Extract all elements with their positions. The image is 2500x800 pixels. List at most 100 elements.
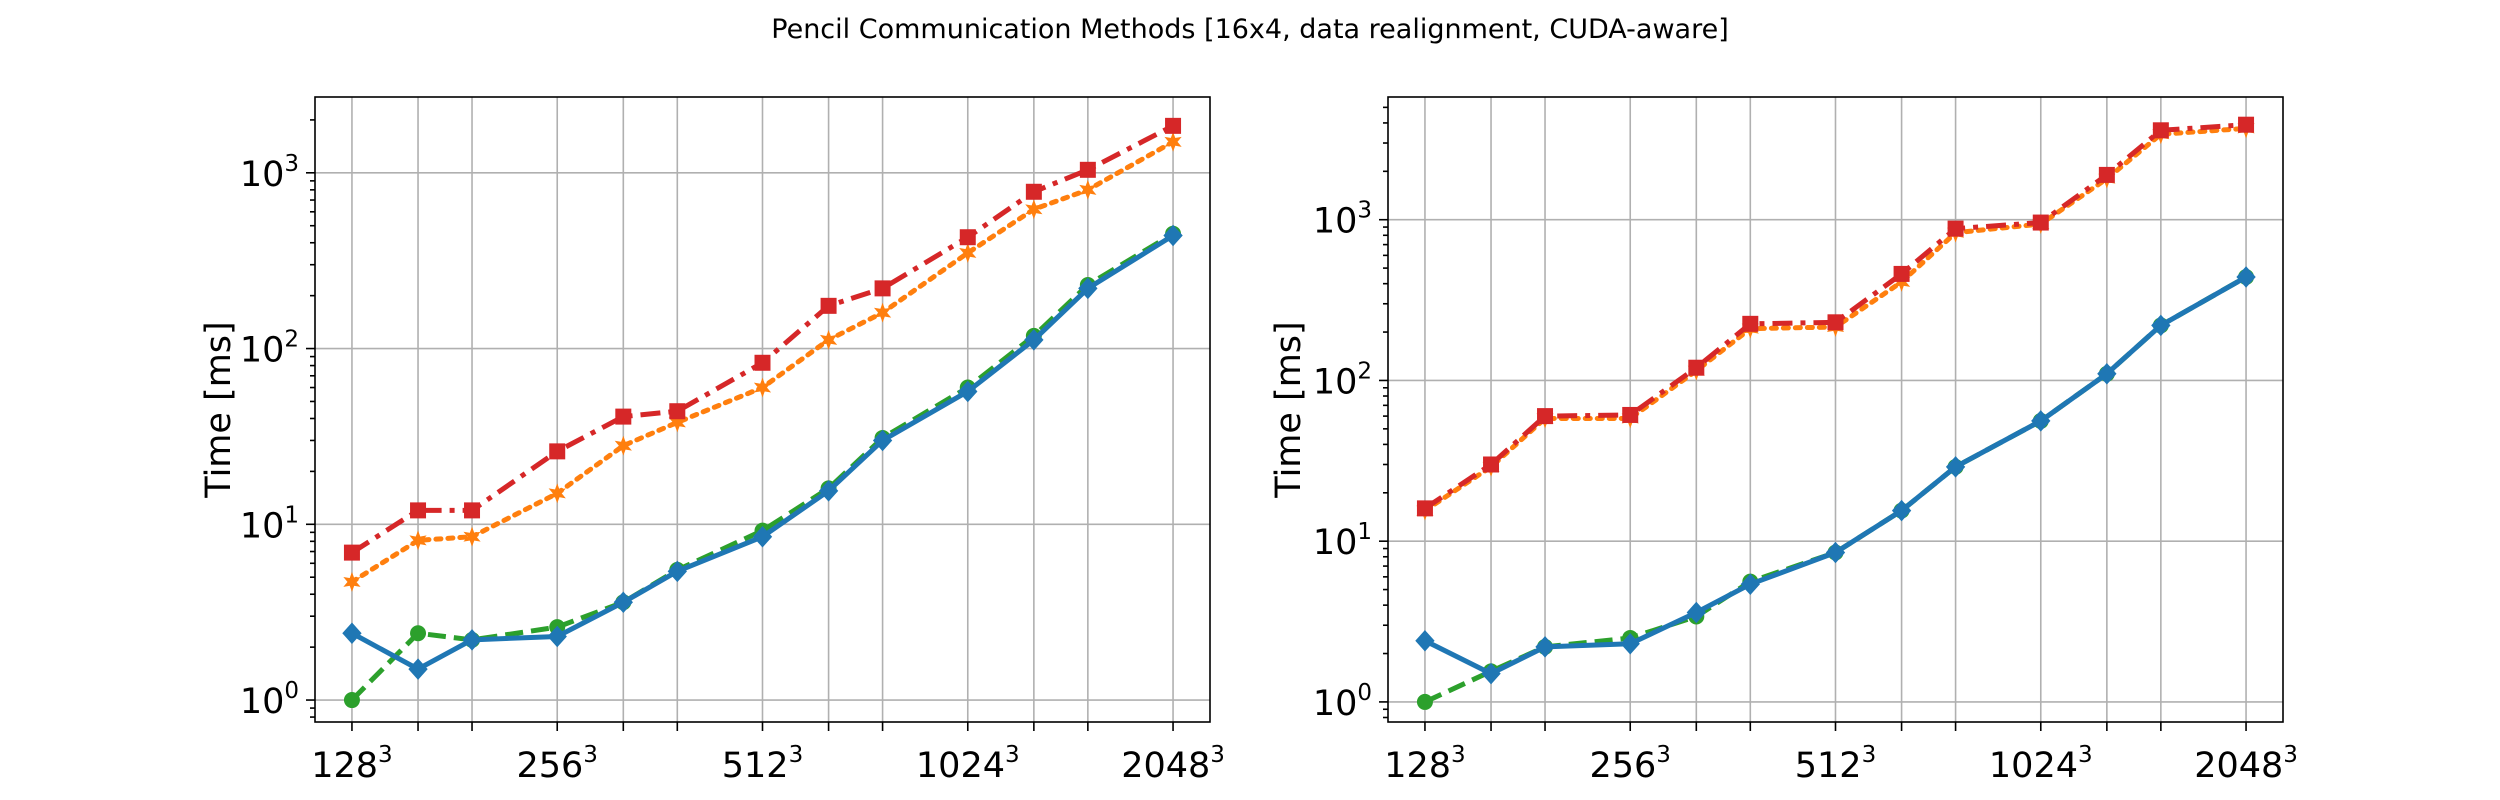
data-point	[1416, 693, 1433, 710]
x-tick-base: 1024	[1989, 746, 2078, 786]
x-tick-label: 1283	[1384, 742, 1465, 786]
y-tick-exponent: 1	[284, 502, 299, 528]
y-tick-base: 10	[1313, 523, 1358, 563]
plot-frame	[314, 96, 1211, 723]
series-star	[343, 131, 1182, 592]
data-point	[1164, 131, 1182, 152]
data-point	[462, 629, 482, 651]
data-point	[1945, 456, 1966, 478]
data-point	[2238, 116, 2255, 133]
data-point	[1891, 499, 1912, 522]
data-point	[410, 625, 427, 642]
x-tick-base: 2048	[2194, 746, 2283, 786]
x-tick-base: 512	[1795, 746, 1862, 786]
x-tick-exponent: 3	[1210, 742, 1225, 768]
data-point	[1416, 500, 1433, 517]
x-tick-label: 2563	[516, 742, 597, 786]
data-point	[409, 530, 427, 551]
data-point	[1415, 630, 1435, 652]
data-point	[1481, 662, 1501, 685]
y-tick-exponent: 3	[1357, 198, 1372, 224]
data-point	[614, 435, 632, 456]
data-point	[1686, 601, 1706, 624]
plot-frame	[1387, 96, 2284, 723]
y-tick-base: 10	[1313, 362, 1358, 402]
y-tick-base: 10	[240, 331, 285, 371]
data-point	[343, 571, 361, 592]
y-tick-label: 103	[1313, 198, 1372, 242]
data-point	[463, 526, 481, 547]
y-tick-base: 10	[240, 155, 285, 195]
x-tick-exponent: 3	[789, 742, 804, 768]
data-point	[548, 483, 566, 504]
y-tick-base: 10	[240, 506, 285, 546]
y-tick-label: 101	[240, 502, 299, 546]
y-tick-base: 10	[240, 682, 285, 722]
data-point	[1078, 277, 1098, 300]
y-tick-base: 10	[1313, 684, 1358, 724]
y-tick-label: 100	[1313, 680, 1372, 724]
data-point	[1079, 161, 1096, 178]
data-point	[959, 242, 977, 263]
series-diamond	[1415, 266, 2256, 685]
y-tick-label: 100	[240, 678, 299, 722]
x-tick-base: 128	[1384, 746, 1451, 786]
data-point	[873, 302, 892, 323]
data-point	[1483, 456, 1500, 473]
data-point	[667, 560, 687, 583]
x-tick-exponent: 3	[1005, 742, 1020, 768]
y-tick-exponent: 3	[284, 151, 299, 177]
data-point	[1740, 573, 1760, 595]
data-point	[2032, 214, 2049, 231]
data-point	[2097, 363, 2117, 385]
data-point	[818, 480, 839, 502]
data-point	[2152, 122, 2169, 139]
data-point	[1024, 329, 1044, 351]
x-tick-label: 10243	[916, 742, 1020, 786]
data-point	[1025, 183, 1042, 200]
data-point	[1688, 359, 1705, 376]
data-point	[1535, 636, 1555, 658]
y-tick-exponent: 0	[1357, 680, 1372, 706]
y-tick-label: 102	[240, 327, 299, 371]
series-diamond	[342, 224, 1183, 680]
data-point	[410, 502, 427, 519]
x-tick-exponent: 3	[1451, 742, 1466, 768]
data-point	[1620, 633, 1640, 655]
data-point	[958, 380, 978, 403]
series-square	[1416, 116, 2255, 517]
data-point	[343, 692, 360, 709]
y-tick-label: 102	[1313, 358, 1372, 402]
data-point	[342, 622, 362, 644]
x-tick-label: 2563	[1589, 742, 1670, 786]
x-tick-exponent: 3	[378, 742, 393, 768]
x-tick-label: 10243	[1989, 742, 2093, 786]
y-tick-exponent: 1	[1357, 519, 1372, 545]
x-tick-label: 20483	[1121, 742, 1225, 786]
data-point	[2098, 166, 2115, 183]
data-point	[752, 525, 773, 548]
data-point	[1622, 406, 1639, 423]
y-tick-label: 103	[240, 151, 299, 195]
x-tick-base: 256	[516, 746, 583, 786]
x-tick-label: 5123	[1795, 742, 1876, 786]
x-tick-exponent: 3	[2283, 742, 2298, 768]
data-point	[343, 544, 360, 561]
data-point	[1537, 408, 1554, 425]
data-point	[2236, 266, 2256, 288]
data-point	[1079, 179, 1097, 200]
figure-title: Pencil Communication Methods [16x4, data…	[771, 14, 1728, 45]
y-tick-exponent: 2	[1357, 358, 1372, 384]
data-point	[1742, 315, 1759, 332]
x-tick-label: 5123	[722, 742, 803, 786]
data-point	[1893, 265, 1910, 282]
data-point	[753, 377, 772, 398]
data-point	[1947, 220, 1964, 237]
data-point	[549, 443, 566, 460]
data-point	[959, 229, 976, 246]
data-point	[547, 625, 567, 648]
x-tick-base: 512	[722, 746, 789, 786]
data-point	[615, 408, 632, 425]
x-tick-label: 20483	[2194, 742, 2298, 786]
